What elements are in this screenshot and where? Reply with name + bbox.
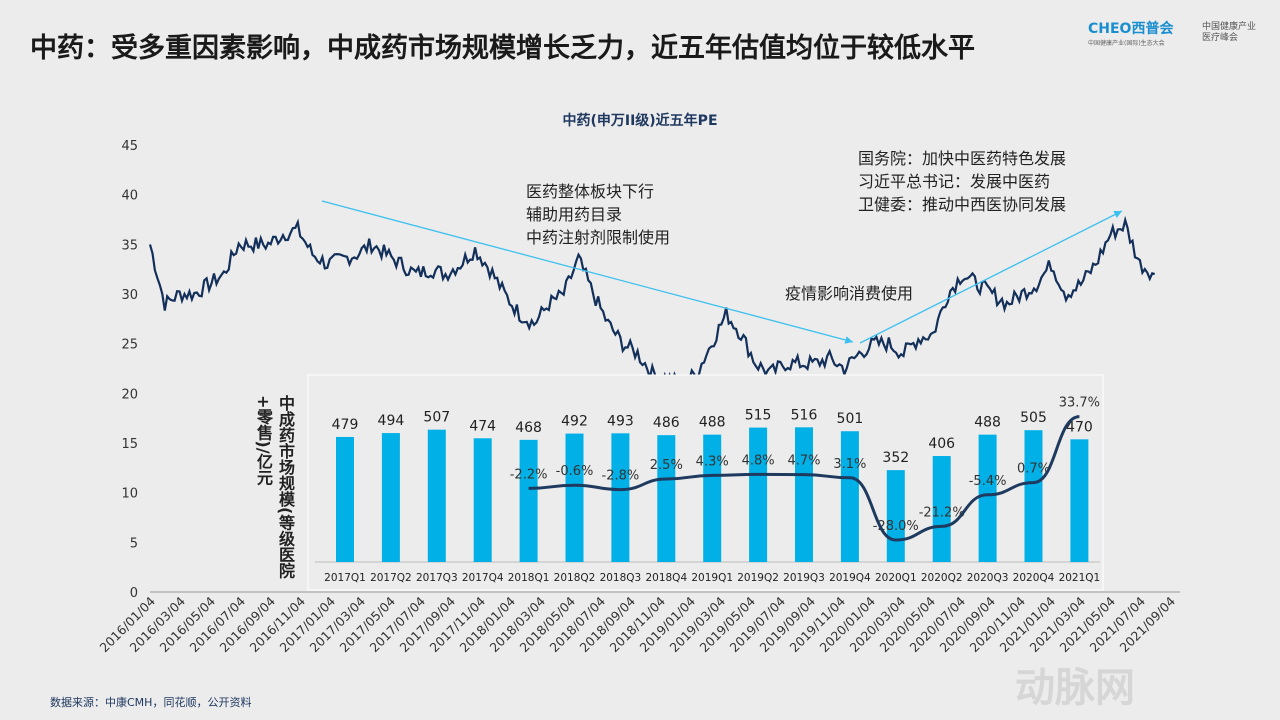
bar	[473, 438, 492, 562]
annotation-line: 国务院：加快中医药特色发展	[858, 149, 1067, 168]
category-label: 2018Q3	[600, 572, 642, 584]
y-tick-label: 5	[130, 536, 138, 551]
growth-label: -0.6%	[556, 464, 594, 479]
bar	[703, 434, 722, 562]
growth-label: 4.8%	[742, 453, 775, 468]
category-label: 2017Q1	[324, 572, 366, 584]
logo-brand2: 中国健康产业 医疗峰会	[1202, 22, 1257, 43]
annotation-line: 卫健委：推动中西医协同发展	[858, 195, 1067, 214]
bar	[749, 427, 768, 562]
growth-label: -28.0%	[873, 519, 919, 534]
category-label: 2018Q4	[645, 572, 687, 584]
category-label: 2020Q3	[967, 572, 1009, 584]
category-label: 2017Q2	[370, 572, 412, 584]
bar	[1024, 430, 1043, 562]
bar	[795, 427, 813, 562]
bar	[336, 436, 354, 562]
growth-label: 3.1%	[833, 457, 866, 472]
growth-label: 4.7%	[787, 454, 820, 469]
bar	[519, 439, 538, 562]
logo: CHEO西普会 中国健康产业(国际)生态大会 中国健康产业 医疗峰会	[1088, 14, 1268, 48]
category-label: 2019Q3	[783, 572, 825, 584]
y-tick-label: 15	[121, 437, 138, 452]
y-tick-label: 40	[121, 189, 138, 204]
bar	[1070, 439, 1089, 562]
trend-arrow-down	[321, 200, 854, 344]
growth-label: 4.3%	[696, 454, 729, 469]
category-label: 2019Q4	[829, 572, 871, 584]
watermark: 动脉网	[1015, 665, 1135, 711]
y-tick-label: 10	[121, 487, 138, 502]
y-tick-label: 20	[121, 387, 138, 402]
y-tick-label: 30	[121, 288, 138, 303]
annotation-policy: 国务院：加快中医药特色发展 习近平总书记：发展中医药 卫健委：推动中西医协同发展	[858, 147, 1066, 216]
growth-label: -2.8%	[602, 469, 640, 484]
growth-label: 0.7%	[1017, 462, 1050, 477]
bar-value-label: 493	[607, 413, 634, 429]
chart-title: 中药(申万II级)近五年PE	[562, 113, 718, 129]
annotation-line: 医药整体板块下行	[526, 182, 655, 201]
category-label: 2018Q2	[554, 572, 596, 584]
growth-label: 33.7%	[1059, 396, 1100, 411]
y-tick-label: 0	[130, 586, 138, 601]
bar	[565, 433, 584, 562]
category-label: 2020Q1	[875, 572, 917, 584]
bar-value-label: 505	[1020, 410, 1047, 426]
y-tick-label: 25	[121, 338, 138, 353]
growth-label: 2.5%	[650, 458, 683, 473]
category-label: 2017Q4	[462, 572, 504, 584]
annotation-line: 辅助用药目录	[526, 205, 623, 224]
y-tick-label: 35	[121, 238, 138, 253]
bar-value-label: 406	[928, 436, 955, 452]
bar-value-label: 507	[423, 410, 450, 426]
bar-value-label: 352	[882, 450, 909, 466]
bar-value-label: 515	[745, 408, 772, 424]
annotation-decline: 医药整体板块下行 辅助用药目录 中药注射剂限制使用	[526, 180, 670, 249]
growth-label: -2.2%	[510, 467, 548, 482]
bar	[611, 433, 630, 562]
category-label: 2019Q2	[737, 572, 779, 584]
y-tick-label: 45	[121, 139, 138, 154]
bar-value-label: 486	[653, 415, 680, 431]
bar-value-label: 468	[515, 420, 542, 436]
bar-value-label: 488	[974, 415, 1001, 431]
category-label: 2020Q4	[1013, 572, 1055, 584]
bar-value-label: 516	[791, 407, 818, 423]
bar-value-label: 501	[837, 411, 864, 427]
bar	[932, 456, 951, 562]
bar-value-label: 474	[469, 418, 496, 434]
source-note: 数据来源：中康CMH，同花顺，公开资料	[50, 696, 252, 709]
market-size-inset: 479 2017Q1 494 2017Q2 507 2017Q3 474 2017Q4 468 2…	[307, 374, 1104, 591]
category-label: 2019Q1	[691, 572, 733, 584]
logo-brand: CHEO西普会	[1088, 21, 1174, 37]
category-label: 2021Q1	[1059, 572, 1101, 584]
annotation-line: 习近平总书记：发展中医药	[858, 172, 1051, 191]
bar-ylabel: 中成药市场规模(等级医院+零售)/亿元	[254, 395, 295, 579]
page-title: 中药：受多重因素影响，中成药市场规模增长乏力，近五年估值均位于较低水平	[30, 33, 975, 64]
bar	[427, 429, 446, 562]
bar	[978, 434, 997, 562]
annotation-line: 中药注射剂限制使用	[526, 228, 671, 247]
bar-value-label: 492	[561, 414, 588, 430]
bar	[886, 470, 905, 562]
trend-arrow-up	[859, 210, 1123, 344]
category-label: 2018Q1	[508, 572, 550, 584]
bar-value-label: 479	[332, 417, 359, 433]
bar	[381, 433, 400, 562]
pe-series-line	[148, 215, 1156, 390]
growth-label: -21.2%	[919, 505, 965, 520]
bar	[657, 435, 676, 562]
growth-line	[528, 415, 1080, 542]
bar-value-label: 494	[378, 413, 405, 429]
category-label: 2017Q3	[416, 572, 458, 584]
bar	[840, 431, 859, 562]
growth-label: -5.4%	[969, 474, 1007, 489]
bar-value-label: 470	[1066, 419, 1093, 435]
logo-brand-sub: 中国健康产业(国际)生态大会	[1088, 40, 1165, 47]
bar-value-label: 488	[699, 415, 726, 431]
category-label: 2020Q2	[921, 572, 963, 584]
annotation-epidemic: 疫情影响消费使用	[785, 284, 914, 303]
